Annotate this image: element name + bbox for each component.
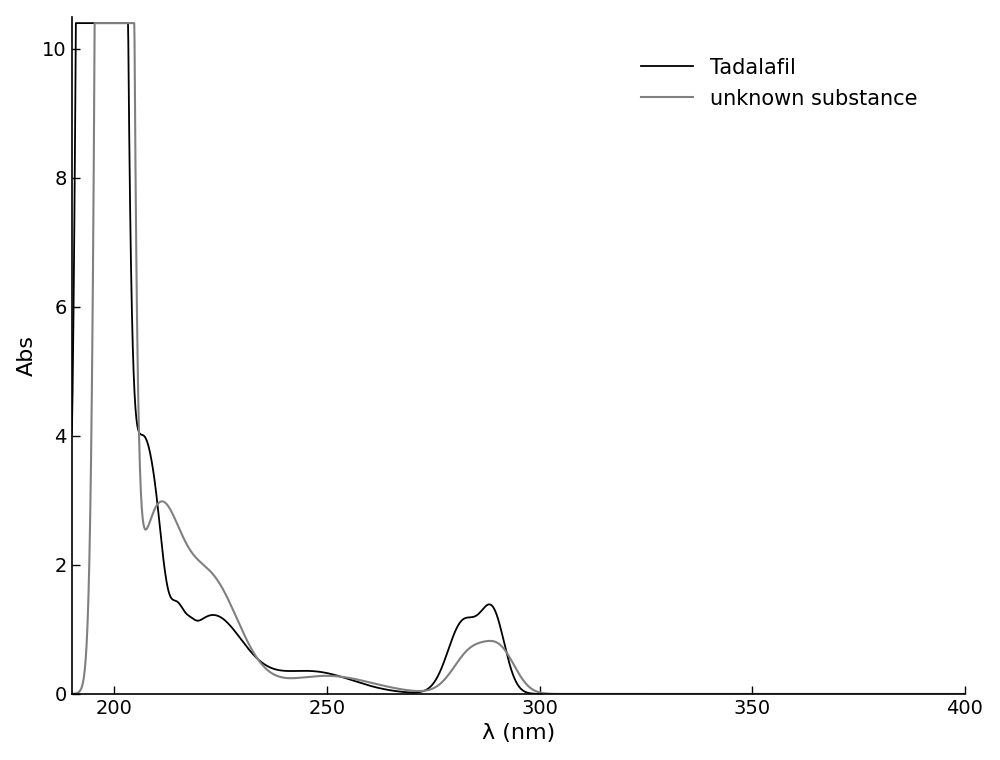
Line: unknown substance: unknown substance [72, 23, 965, 694]
Tadalafil [409, 688, 421, 697]
unknown substance [959, 689, 971, 698]
unknown substance [89, 18, 101, 27]
unknown substance [845, 689, 857, 698]
Tadalafil [447, 632, 459, 641]
Tadalafil [845, 689, 857, 698]
unknown substance [66, 689, 78, 698]
Tadalafil [70, 18, 82, 27]
Y-axis label: Abs: Abs [17, 335, 37, 375]
Tadalafil [66, 429, 78, 439]
unknown substance [942, 689, 954, 698]
unknown substance [447, 663, 459, 673]
Tadalafil [942, 689, 954, 698]
Tadalafil [168, 596, 180, 605]
Tadalafil [221, 618, 233, 627]
Tadalafil [959, 689, 971, 698]
unknown substance [221, 592, 233, 601]
Legend: Tadalafil, unknown substance: Tadalafil, unknown substance [631, 47, 928, 119]
X-axis label: λ (nm): λ (nm) [482, 724, 555, 743]
Line: Tadalafil: Tadalafil [72, 23, 965, 694]
unknown substance [409, 686, 421, 695]
unknown substance [168, 512, 180, 521]
